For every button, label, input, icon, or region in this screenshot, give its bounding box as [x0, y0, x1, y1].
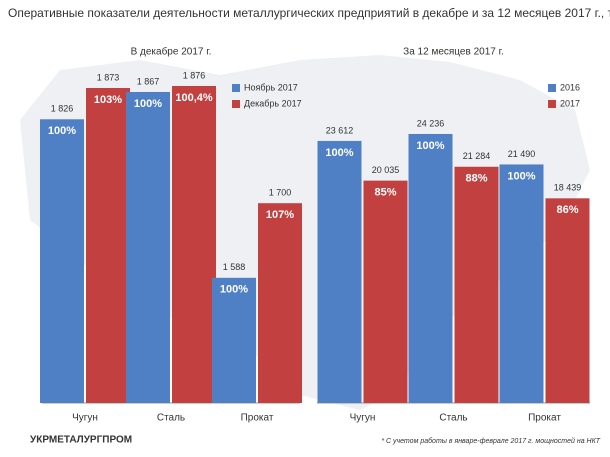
value-label: 1 700 [269, 188, 292, 198]
chart-title: Оперативные показатели деятельности мета… [8, 6, 610, 20]
percent-label: 100% [48, 125, 76, 137]
bar [86, 87, 130, 404]
x-tick-label: Прокат [241, 413, 274, 424]
legend-label: 2016 [560, 82, 580, 92]
percent-label: 100% [325, 147, 353, 159]
percent-label: 85% [374, 187, 396, 199]
legend-label: 2017 [560, 98, 580, 108]
percent-label: 88% [465, 173, 487, 185]
value-label: 23 612 [326, 125, 354, 135]
bar [317, 140, 362, 403]
legend-swatch [232, 84, 240, 92]
legend-swatch [232, 100, 240, 108]
value-label: 1 867 [137, 76, 160, 86]
logo: УКРМЕТАЛУРГПРОМ [30, 435, 132, 446]
percent-label: 100% [220, 284, 248, 296]
value-label: 20 035 [372, 165, 400, 175]
bar [408, 133, 453, 403]
x-tick-label: Чугун [350, 413, 376, 424]
bar [40, 119, 84, 403]
bar [454, 166, 499, 403]
value-label: 21 490 [508, 149, 536, 159]
bar [499, 164, 544, 403]
percent-label: 100% [507, 170, 535, 182]
bar [258, 203, 302, 403]
bar [545, 198, 590, 403]
bar [363, 180, 408, 403]
bar [212, 277, 256, 403]
percent-label: 103% [94, 94, 122, 106]
value-label: 1 876 [183, 70, 206, 80]
value-label: 24 236 [417, 118, 445, 128]
value-label: 1 873 [97, 72, 120, 82]
value-label: 18 439 [554, 183, 582, 193]
percent-label: 100% [134, 98, 162, 110]
value-label: 1 826 [51, 104, 74, 114]
value-label: 1 588 [223, 262, 246, 272]
percent-label: 107% [266, 209, 294, 221]
subtitle: В декабре 2017 г. [131, 46, 212, 58]
x-tick-label: Сталь [157, 413, 185, 424]
x-tick-label: Чугун [72, 413, 98, 424]
x-tick-label: Сталь [439, 413, 467, 424]
value-label: 21 284 [463, 151, 491, 161]
footnote: * С учетом работы в январе-феврале 2017 … [381, 437, 600, 445]
bar [172, 85, 216, 403]
percent-label: 100,4% [175, 92, 213, 104]
percent-label: 86% [556, 204, 578, 216]
legend-label: Ноябрь 2017 [244, 82, 298, 92]
x-tick-label: Прокат [528, 413, 561, 424]
legend-swatch [548, 100, 556, 108]
percent-label: 100% [416, 140, 444, 152]
bar [126, 91, 170, 403]
legend-label: Декабрь 2017 [244, 98, 302, 108]
legend-swatch [548, 84, 556, 92]
subtitle: За 12 месяцев 2017 г. [403, 47, 504, 58]
